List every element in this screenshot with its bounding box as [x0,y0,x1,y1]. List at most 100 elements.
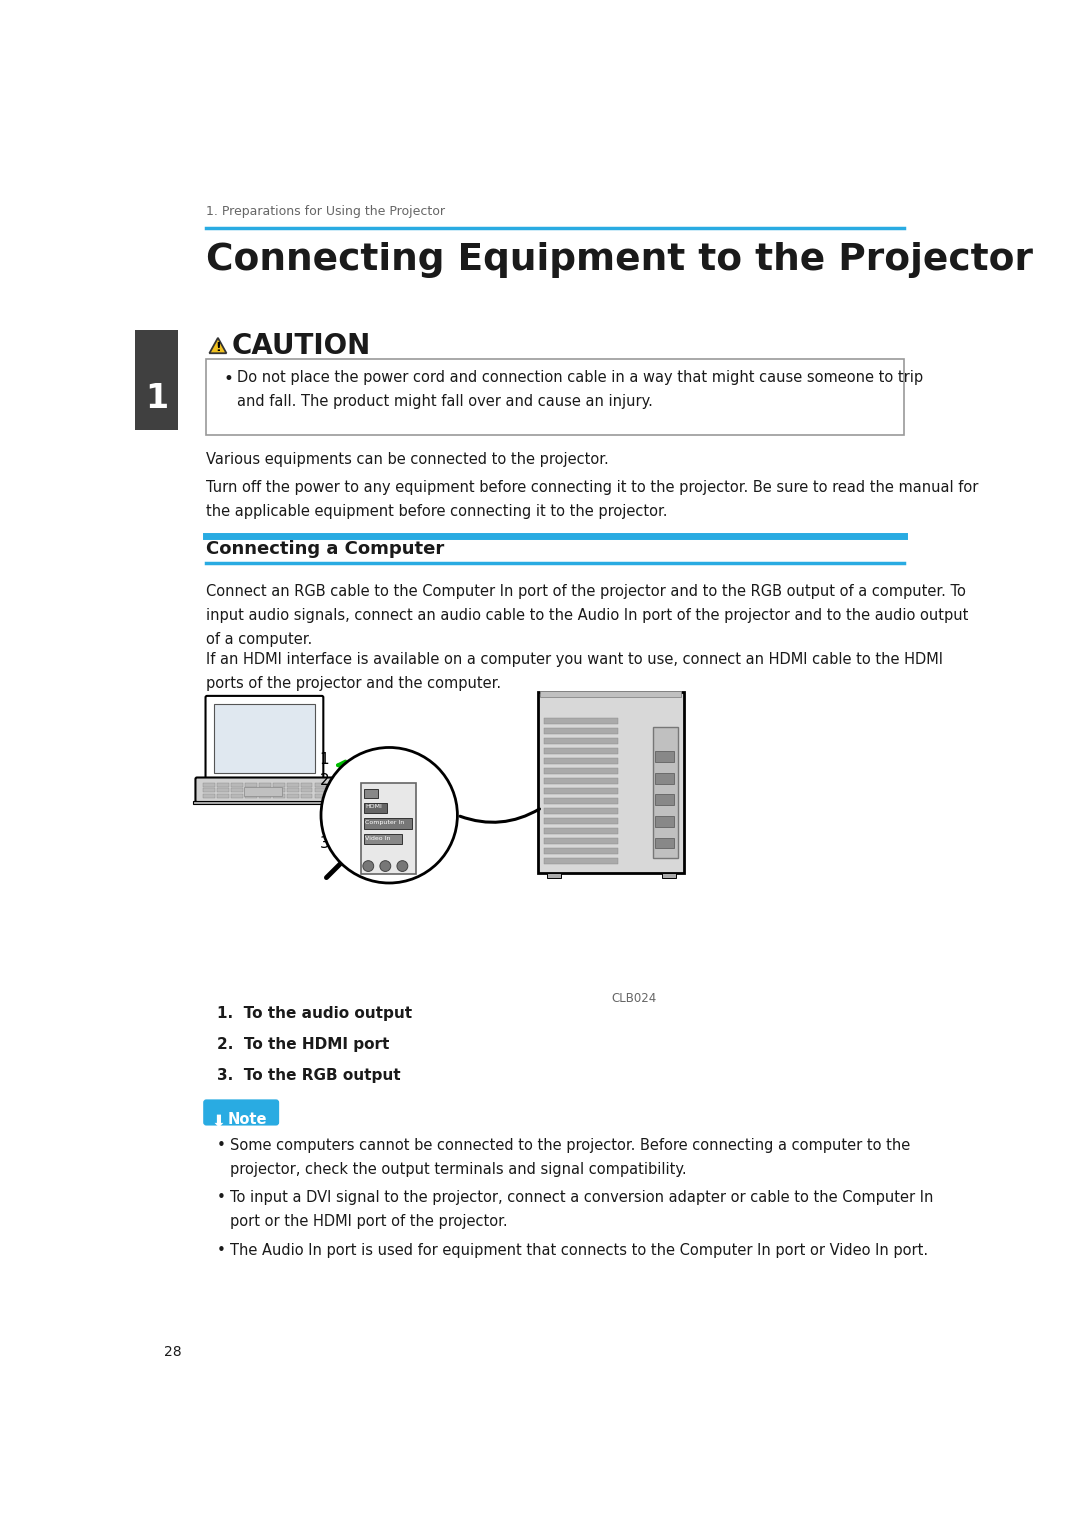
FancyBboxPatch shape [203,1100,279,1126]
Circle shape [397,861,408,872]
Text: ⬇: ⬇ [212,1112,226,1131]
Bar [544,818,618,824]
Text: 1. Preparations for Using the Projector: 1. Preparations for Using the Projector [206,205,445,218]
Bar [259,783,271,787]
Text: 3: 3 [320,835,329,850]
Polygon shape [210,339,227,354]
Bar [544,728,618,734]
Text: 1: 1 [320,752,329,768]
Bar [203,789,215,792]
Bar [135,329,178,430]
Bar [231,783,243,787]
Bar [273,794,284,798]
Bar [314,783,326,787]
Bar [364,789,378,798]
Bar [656,751,674,761]
Bar [544,789,618,794]
Text: 1: 1 [145,383,168,415]
Text: To input a DVI signal to the projector, connect a conversion adapter or cable to: To input a DVI signal to the projector, … [230,1190,933,1229]
Text: Some computers cannot be connected to the projector. Before connecting a compute: Some computers cannot be connected to th… [230,1138,909,1177]
Bar [544,829,618,833]
Bar [544,809,618,813]
Bar [544,798,618,804]
Bar [245,794,257,798]
Bar [656,795,674,806]
Bar [361,783,416,873]
Bar [656,817,674,827]
Bar [538,692,684,873]
Text: CLB024: CLB024 [611,993,657,1005]
Text: Video In: Video In [365,836,391,841]
Circle shape [321,748,458,882]
Text: The Audio In port is used for equipment that connects to the Computer In port or: The Audio In port is used for equipment … [230,1242,928,1258]
Text: 28: 28 [164,1345,183,1359]
Bar [301,794,312,798]
FancyBboxPatch shape [195,778,339,803]
Bar [243,787,282,797]
Text: •: • [217,1138,226,1154]
Bar [193,801,343,804]
Bar [544,768,618,774]
Bar [544,758,618,763]
Bar [259,789,271,792]
Bar [203,783,215,787]
Bar [544,849,618,853]
Bar [314,789,326,792]
FancyBboxPatch shape [205,696,323,781]
Bar [652,726,677,858]
Text: Connect an RGB cable to the Computer In port of the projector and to the RGB out: Connect an RGB cable to the Computer In … [206,584,969,647]
Bar [301,783,312,787]
Bar [656,838,674,849]
Text: •: • [224,371,233,388]
Text: !: ! [215,340,220,354]
Bar [231,794,243,798]
Bar [301,789,312,792]
Bar [287,794,298,798]
Bar [287,789,298,792]
Text: Connecting a Computer: Connecting a Computer [206,541,445,558]
Text: Turn off the power to any equipment before connecting it to the projector. Be su: Turn off the power to any equipment befo… [206,481,978,519]
Bar [548,873,562,878]
Text: 2.  To the HDMI port: 2. To the HDMI port [217,1037,390,1052]
Bar [217,794,229,798]
Bar [217,789,229,792]
Bar [544,838,618,844]
Text: 3.  To the RGB output: 3. To the RGB output [217,1068,401,1083]
Bar [273,789,284,792]
Bar [287,783,298,787]
Bar [364,803,387,813]
Text: Connecting Equipment to the Projector: Connecting Equipment to the Projector [206,242,1034,277]
Text: Computer In: Computer In [365,820,404,824]
Text: •: • [217,1242,226,1258]
Text: Various equipments can be connected to the projector.: Various equipments can be connected to t… [206,452,609,467]
Text: If an HDMI interface is available on a computer you want to use, connect an HDMI: If an HDMI interface is available on a c… [206,653,943,691]
Bar [364,835,403,844]
Bar [231,789,243,792]
Bar [217,783,229,787]
Text: 1.  To the audio output: 1. To the audio output [217,1007,413,1022]
Bar [203,794,215,798]
Bar [364,818,411,829]
Circle shape [363,861,374,872]
Bar [245,783,257,787]
Bar [544,748,618,754]
Text: CAUTION: CAUTION [232,332,372,360]
Text: Do not place the power cord and connection cable in a way that might cause someo: Do not place the power cord and connecti… [238,371,923,409]
Bar [273,783,284,787]
Bar [544,738,618,743]
Bar [662,873,676,878]
Bar [259,794,271,798]
Bar [540,691,681,697]
Bar [656,772,674,784]
Bar [544,719,618,723]
Bar [245,789,257,792]
Bar [544,858,618,864]
Text: 2: 2 [320,774,329,789]
Bar [214,703,314,772]
Text: HDMI: HDMI [365,804,382,809]
Text: •: • [217,1190,226,1206]
Bar [544,778,618,784]
Text: Note: Note [227,1112,267,1128]
Circle shape [380,861,391,872]
Bar [314,794,326,798]
